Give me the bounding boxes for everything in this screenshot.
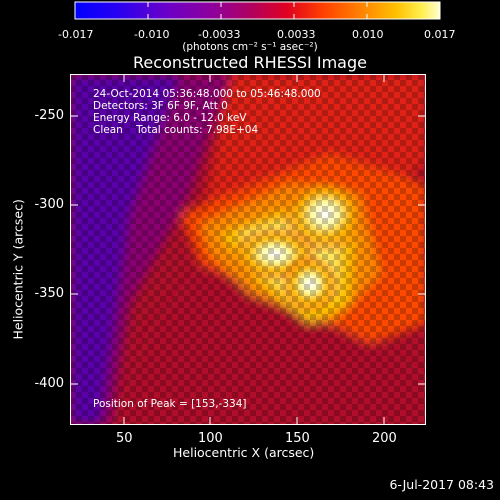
x-tick-label: 150 xyxy=(285,431,310,446)
info-time-range: 24-Oct-2014 05:36:48.000 to 05:46:48.000 xyxy=(93,88,321,100)
y-axis-label: Heliocentric Y (arcsec) xyxy=(10,199,26,340)
colorbar-tick-label: 0.010 xyxy=(352,28,384,41)
x-tick-label: 200 xyxy=(372,431,397,446)
y-tick-label: -350 xyxy=(34,286,64,301)
y-tick-label: -400 xyxy=(34,376,64,391)
colorbar-ticks xyxy=(74,2,441,19)
peak-position: Position of Peak = [153,-334] xyxy=(93,398,247,410)
y-tick-label: -300 xyxy=(34,197,64,212)
x-tick-label: 100 xyxy=(198,431,223,446)
info-clean-counts: Clean Total counts: 7.98E+04 xyxy=(93,124,259,136)
colorbar-tick-label: 0.0033 xyxy=(277,28,316,41)
colorbar-tick-label: -0.017 xyxy=(58,28,94,41)
colorbar xyxy=(74,1,441,20)
render-date: 6-Jul-2017 08:43 xyxy=(389,477,494,492)
axis-ticks xyxy=(70,74,426,425)
colorbar-gradient xyxy=(74,1,441,20)
rhessi-image xyxy=(70,74,426,425)
plot-frame xyxy=(70,74,426,425)
y-tick-label: -250 xyxy=(34,108,64,123)
colorbar-tick-label: -0.010 xyxy=(134,28,170,41)
colorbar-tick-label: -0.0033 xyxy=(198,28,241,41)
x-tick-label: 50 xyxy=(116,431,133,446)
colorbar-units: (photons cm⁻² s⁻¹ asec⁻²) xyxy=(182,41,318,53)
x-axis-label: Heliocentric X (arcsec) xyxy=(173,445,315,460)
image-title: Reconstructed RHESSI Image xyxy=(133,53,367,72)
colorbar-tick-label: 0.017 xyxy=(424,28,456,41)
info-detectors: Detectors: 3F 6F 9F, Att 0 xyxy=(93,100,228,112)
info-energy-range: Energy Range: 6.0 - 12.0 keV xyxy=(93,112,247,124)
pixel-texture xyxy=(70,74,426,425)
